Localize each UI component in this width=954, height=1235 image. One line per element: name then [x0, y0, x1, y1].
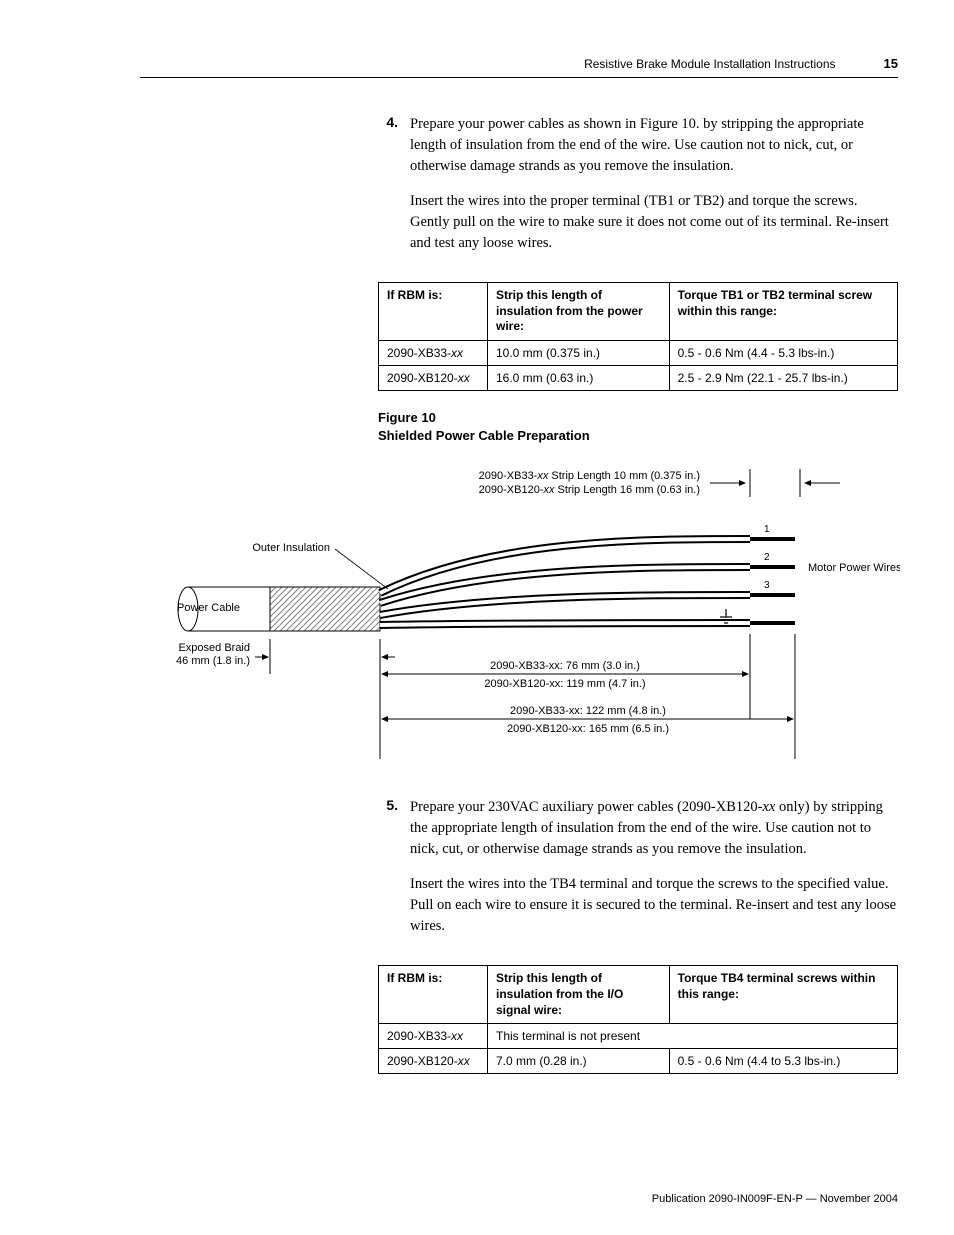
table1-h3: Torque TB1 or TB2 terminal screw within …	[669, 283, 897, 341]
svg-text:3: 3	[764, 580, 770, 591]
table2-h2: Strip this length of insulation from the…	[487, 966, 669, 1024]
page-number: 15	[884, 56, 898, 71]
table1-r1c1b: xx	[451, 346, 463, 360]
table1-h2: Strip this length of insulation from the…	[487, 283, 669, 341]
svg-text:2090-XB33-xx: 122 mm (4.8 in.): 2090-XB33-xx: 122 mm (4.8 in.)	[510, 705, 666, 717]
table2-r1c1b: xx	[451, 1029, 463, 1043]
table-io-strip: If RBM is: Strip this length of insulati…	[378, 965, 898, 1074]
table1-h1: If RBM is:	[379, 283, 488, 341]
table1-r2c1b: xx	[458, 371, 470, 385]
svg-text:Power Cable: Power Cable	[177, 602, 240, 614]
table-power-strip: If RBM is: Strip this length of insulati…	[378, 282, 898, 391]
svg-text:Outer Insulation: Outer Insulation	[252, 542, 330, 554]
table-row: 2090-XB120-xx 16.0 mm (0.63 in.) 2.5 - 2…	[379, 365, 898, 390]
svg-text:2090-XB120-xx Strip Length 16: 2090-XB120-xx Strip Length 16 mm (0.63 i…	[479, 484, 700, 496]
table2-r1c1a: 2090-XB33-	[387, 1029, 451, 1043]
table2-r2c3: 0.5 - 0.6 Nm (4.4 to 5.3 lbs-in.)	[669, 1049, 897, 1074]
step-5-number: 5.	[378, 797, 398, 951]
step-4-para-2: Insert the wires into the proper termina…	[410, 191, 898, 254]
step-5-para-1: Prepare your 230VAC auxiliary power cabl…	[410, 797, 898, 860]
svg-text:2090-XB33-xx: 76 mm (3.0 in.): 2090-XB33-xx: 76 mm (3.0 in.)	[490, 660, 640, 672]
svg-text:2090-XB120-xx: 165 mm (6.5 in.: 2090-XB120-xx: 165 mm (6.5 in.)	[507, 723, 669, 735]
publication-footer: Publication 2090-IN009F-EN-P — November …	[652, 1193, 898, 1205]
table2-r2c1a: 2090-XB120-	[387, 1054, 458, 1068]
header-rule	[140, 77, 898, 78]
table2-h3: Torque TB4 terminal screws within this r…	[669, 966, 897, 1024]
svg-text:Exposed Braid: Exposed Braid	[178, 642, 250, 654]
svg-text:46 mm (1.8 in.): 46 mm (1.8 in.)	[176, 655, 250, 667]
table2-h1: If RBM is:	[379, 966, 488, 1024]
table-row: 2090-XB33-xx This terminal is not presen…	[379, 1024, 898, 1049]
table2-r2c2: 7.0 mm (0.28 in.)	[487, 1049, 669, 1074]
svg-text:2090-XB33-xx Strip Length 10 m: 2090-XB33-xx Strip Length 10 mm (0.375 i…	[479, 470, 700, 482]
figure-10-diagram: 2090-XB33-xx Strip Length 10 mm (0.375 i…	[140, 459, 898, 779]
table1-r1c1a: 2090-XB33-	[387, 346, 451, 360]
svg-text:2090-XB120-xx: 119 mm (4.7 in.: 2090-XB120-xx: 119 mm (4.7 in.)	[484, 678, 645, 690]
step-5-para-2: Insert the wires into the TB4 terminal a…	[410, 874, 898, 937]
step-4-number: 4.	[378, 114, 398, 268]
table1-r2c2: 16.0 mm (0.63 in.)	[487, 365, 669, 390]
svg-text:Motor Power Wires: Motor Power Wires	[808, 562, 900, 574]
table1-r2c3: 2.5 - 2.9 Nm (22.1 - 25.7 lbs-in.)	[669, 365, 897, 390]
svg-text:1: 1	[764, 524, 770, 535]
svg-text:2: 2	[764, 552, 770, 563]
table-row: 2090-XB33-xx 10.0 mm (0.375 in.) 0.5 - 0…	[379, 340, 898, 365]
table2-r2c1b: xx	[458, 1054, 470, 1068]
step-4-para-1: Prepare your power cables as shown in Fi…	[410, 114, 898, 177]
header-title: Resistive Brake Module Installation Inst…	[584, 57, 835, 71]
table1-r1c3: 0.5 - 0.6 Nm (4.4 - 5.3 lbs-in.)	[669, 340, 897, 365]
table1-r1c2: 10.0 mm (0.375 in.)	[487, 340, 669, 365]
table2-r1c2: This terminal is not present	[487, 1024, 897, 1049]
figure-title: Shielded Power Cable Preparation	[378, 427, 898, 445]
table1-r2c1a: 2090-XB120-	[387, 371, 458, 385]
table-row: 2090-XB120-xx 7.0 mm (0.28 in.) 0.5 - 0.…	[379, 1049, 898, 1074]
figure-label: Figure 10	[378, 409, 898, 427]
